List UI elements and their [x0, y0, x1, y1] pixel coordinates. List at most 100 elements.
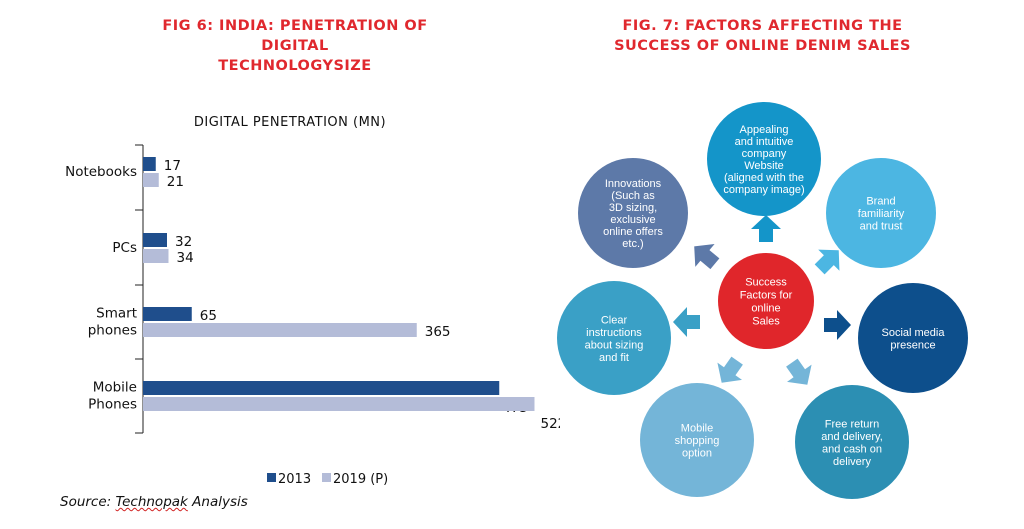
center-bubble: Success Factors for online Sales	[718, 253, 814, 349]
bar-2019P-2	[143, 323, 417, 337]
category-label-1: PCs	[112, 240, 137, 256]
bar-2019P-3	[143, 397, 535, 411]
source-name: Technopak	[115, 494, 188, 510]
factor-bubble-4: Mobile shopping option	[640, 383, 754, 497]
arrow-3	[786, 358, 812, 385]
factor-bubble-2-circle	[858, 283, 968, 393]
arrow-6	[694, 243, 720, 270]
figure-7-title: FIG. 7: FACTORS AFFECTING THE SUCCESS OF…	[590, 16, 935, 56]
bar-2013-0	[143, 157, 156, 171]
data-label-2013-2: 65	[200, 308, 217, 324]
factor-bubble-4-circle	[640, 383, 754, 497]
data-label-2019P-0: 21	[167, 174, 184, 190]
arrow-shape-5	[673, 307, 700, 337]
figure-6-title-line2: TECHNOLOGYSIZE	[218, 58, 372, 74]
factor-bubble-0-text-line: Website	[744, 160, 784, 172]
center-bubble-text-line: Success	[745, 277, 787, 289]
category-label-2: Smart phones	[88, 306, 137, 339]
source-prefix: Source:	[60, 494, 116, 510]
arrow-shape-4	[717, 356, 743, 383]
center-bubble-text: Success Factors for online Sales	[740, 277, 793, 328]
category-label-line: Notebooks	[65, 164, 137, 180]
factor-bubble-1-text-line: and trust	[860, 221, 903, 233]
factor-bubble-6: Innovations (Such as 3D sizing, exclusive on…	[578, 158, 688, 268]
bar-2013-3	[143, 381, 500, 395]
factor-bubble-5-text-line: instructions	[586, 327, 642, 339]
factor-bubble-5-text-line: Clear	[601, 314, 628, 326]
factor-bubble-3-text-line: and cash on	[822, 443, 882, 455]
factor-bubble-6-circle	[578, 158, 688, 268]
factor-bubble-2-text-line: Social media	[882, 327, 946, 339]
factor-bubble-1-circle	[826, 158, 936, 268]
legend-label-1: 2019 (P)	[333, 472, 388, 487]
bar-2019P-1	[143, 249, 169, 263]
center-bubble-circle	[718, 253, 814, 349]
source-suffix: Analysis	[187, 494, 248, 510]
factor-bubble-5-text: Clear instructions about sizing and fit	[585, 314, 644, 364]
factor-bubble-4-text-line: Mobile	[681, 423, 713, 435]
factor-bubble-3-text-line: delivery	[833, 456, 871, 468]
factor-bubble-0-text-line: (aligned with the	[724, 172, 804, 184]
figure-7-title-line1: FIG. 7: FACTORS AFFECTING THE	[622, 18, 903, 34]
factor-bubble-0: Appealing and intuitive company Website (ali…	[707, 102, 821, 216]
arrow-1	[814, 249, 840, 275]
chart-title: DIGITAL PENETRATION (MN)	[193, 115, 387, 130]
factor-bubble-1-text: Brand familiarity and trust	[858, 196, 905, 233]
legend-swatch-1	[322, 473, 331, 482]
data-label-2019P-1: 34	[177, 250, 194, 266]
source-note: Source: Technopak Analysis	[60, 494, 248, 510]
factor-bubble-6-text: Innovations (Such as 3D sizing, exclusive on…	[603, 178, 663, 250]
legend-label-0: 2013	[278, 472, 311, 487]
factor-bubble-2: Social media presence	[858, 283, 968, 393]
factor-bubble-1: Brand familiarity and trust	[826, 158, 936, 268]
factor-bubble-1-text-line: familiarity	[858, 208, 905, 220]
factor-bubble-6-text-line: 3D sizing,	[609, 202, 657, 214]
legend-swatch-0	[267, 473, 276, 482]
arrow-shape-0	[751, 215, 781, 242]
factor-bubble-6-text-line: etc.)	[622, 238, 643, 250]
factor-bubble-5-text-line: and fit	[599, 352, 629, 364]
factor-bubble-0-text-line: company image)	[723, 184, 804, 196]
arrow-5	[673, 307, 700, 337]
factor-bubble-3-text-line: Free return	[825, 418, 879, 430]
factor-bubble-0-text-line: and intuitive	[735, 136, 794, 148]
factor-bubble-1-text-line: Brand	[866, 196, 895, 208]
category-label-line: Mobile	[93, 380, 137, 396]
factor-bubble-3: Free return and delivery, and cash on deliv…	[795, 385, 909, 499]
factor-bubble-0-text-line: Appealing	[740, 124, 789, 136]
factor-bubble-3-text-line: and delivery,	[821, 431, 883, 443]
arrow-4	[717, 356, 743, 383]
factor-bubble-5: Clear instructions about sizing and fit	[557, 281, 671, 395]
data-label-2019P-2: 365	[425, 324, 451, 340]
category-label-0: Notebooks	[65, 164, 137, 180]
factor-bubble-0-text: Appealing and intuitive company Website (ali…	[723, 124, 804, 196]
factor-bubble-3-circle	[795, 385, 909, 499]
category-label-line: PCs	[112, 240, 137, 256]
factor-bubble-0-text-line: company	[742, 148, 787, 160]
data-label-2019P-3: 522	[541, 416, 561, 432]
figure-7-title-line2: SUCCESS OF ONLINE DENIM SALES	[614, 38, 911, 54]
success-factors-diagram: Appealing and intuitive company Website (ali…	[557, 102, 968, 499]
figure-6-title: FIG 6: INDIA: PENETRATION OF DIGITAL TEC…	[130, 16, 460, 76]
factor-bubble-0-circle	[707, 102, 821, 216]
center-bubble-text-line: online	[751, 303, 780, 315]
factor-bubble-4-text: Mobile shopping option	[675, 423, 720, 460]
factor-bubble-4-text-line: shopping	[675, 435, 720, 447]
arrow-shape-1	[814, 249, 840, 275]
data-label-2013-1: 32	[175, 234, 192, 250]
factor-bubble-6-text-line: exclusive	[610, 214, 655, 226]
factor-bubble-2-text: Social media presence	[882, 327, 946, 352]
arrow-shape-2	[824, 310, 851, 340]
arrow-shape-6	[694, 243, 720, 270]
data-label-2013-0: 17	[164, 158, 181, 174]
category-label-line: Phones	[88, 397, 137, 413]
factor-bubble-5-text-line: about sizing	[585, 339, 644, 351]
factor-bubble-6-text-line: (Such as	[611, 190, 655, 202]
factor-bubble-3-text: Free return and delivery, and cash on deliv…	[821, 418, 883, 468]
factor-bubble-4-text-line: option	[682, 448, 712, 460]
center-bubble-text-line: Factors for	[740, 290, 793, 302]
factor-bubble-6-text-line: online offers	[603, 226, 663, 238]
figure-6-title-line1: FIG 6: INDIA: PENETRATION OF DIGITAL	[162, 18, 428, 54]
center-bubble-text-line: Sales	[752, 316, 780, 328]
